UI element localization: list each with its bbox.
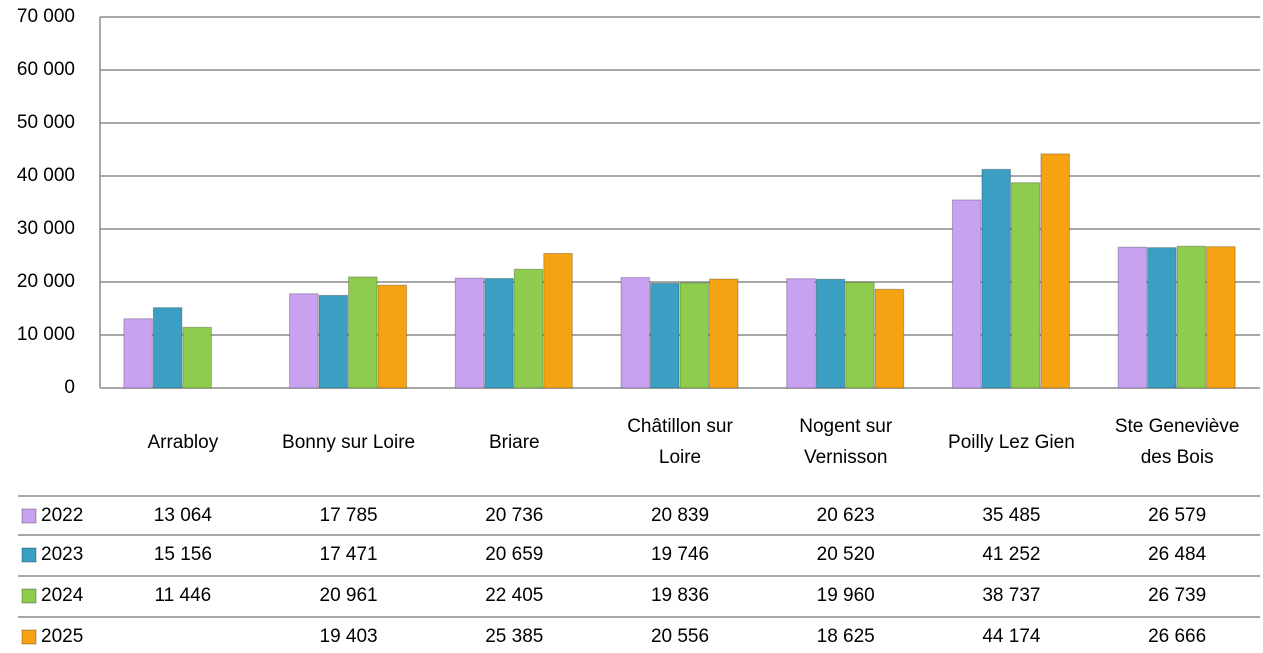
- bar: [815, 278, 846, 389]
- table-value: 19 403: [320, 626, 378, 647]
- y-tick-label: 10 000: [17, 324, 75, 345]
- table-value: 20 556: [651, 626, 709, 647]
- legend-label: 2022: [41, 505, 83, 526]
- legend-label: 2024: [41, 585, 84, 606]
- bar: [981, 168, 1011, 389]
- table-value: 17 785: [320, 505, 378, 526]
- bar: [951, 199, 982, 389]
- table-value: 11 446: [155, 585, 212, 606]
- bar: [1147, 247, 1177, 389]
- table-value: 20 961: [320, 585, 378, 606]
- bar: [1206, 246, 1236, 389]
- bar: [123, 318, 153, 389]
- table-value: 19 746: [651, 544, 709, 565]
- table-value: 20 659: [485, 544, 543, 565]
- bar: [1040, 153, 1070, 389]
- legend-key: [21, 588, 37, 604]
- table-value: 15 156: [154, 544, 212, 565]
- table-value: 44 174: [982, 626, 1041, 647]
- table-value: 26 666: [1148, 626, 1206, 647]
- bar: [709, 278, 739, 389]
- table-value: 17 471: [320, 544, 378, 565]
- legend-key: [21, 508, 37, 524]
- bar: [1010, 182, 1041, 389]
- table-value: 20 623: [817, 505, 875, 526]
- y-tick-label: 30 000: [17, 218, 75, 239]
- table-value: 20 839: [651, 505, 709, 526]
- table-value: 26 579: [1148, 505, 1206, 526]
- bar: [786, 278, 816, 389]
- y-tick-label: 0: [64, 377, 75, 398]
- y-tick-label: 40 000: [17, 165, 75, 186]
- x-tick-label: Briare: [488, 431, 540, 453]
- x-tick-label: Arrabloy: [147, 431, 219, 453]
- bar: [513, 268, 544, 389]
- y-tick-label: 50 000: [17, 112, 75, 133]
- bar: [543, 252, 573, 389]
- bar: [289, 293, 319, 389]
- x-tick-label: Châtillon sur Loire: [627, 416, 733, 468]
- x-tick-label: Ste Geneviève des Bois: [1114, 416, 1240, 468]
- table-value: 35 485: [982, 505, 1040, 526]
- table-value: 38 737: [982, 585, 1040, 606]
- table-value: 20 736: [485, 505, 543, 526]
- bar: [1117, 246, 1148, 389]
- y-tick-label: 70 000: [17, 6, 75, 27]
- bar: [650, 282, 680, 389]
- table-value: 19 836: [651, 585, 709, 606]
- x-tick-label: Nogent sur Vernisson: [799, 416, 893, 468]
- bar: [620, 277, 650, 389]
- legend-label: 2025: [41, 626, 83, 647]
- bar: [454, 277, 485, 389]
- x-tick-label: Poilly Lez Gien: [948, 431, 1075, 453]
- bar: [874, 288, 905, 389]
- bar: [318, 294, 349, 389]
- table-value: 13 064: [154, 505, 213, 526]
- legend-key: [21, 629, 37, 645]
- legend-label: 2023: [41, 544, 83, 565]
- table-value: 26 484: [1148, 544, 1207, 565]
- table-value: 19 960: [817, 585, 875, 606]
- table-value: 20 520: [817, 544, 875, 565]
- bar: [348, 276, 378, 389]
- bar: [152, 307, 183, 389]
- table-value: 41 252: [982, 544, 1040, 565]
- bar: [182, 326, 212, 389]
- bar: [484, 278, 514, 389]
- legend-key: [21, 547, 37, 563]
- table-value: 25 385: [485, 626, 543, 647]
- bar: [845, 281, 875, 389]
- bar: [1176, 245, 1207, 389]
- y-tick-label: 20 000: [17, 271, 75, 292]
- table-value: 18 625: [817, 626, 875, 647]
- table-value: 22 405: [485, 585, 543, 606]
- table-value: 26 739: [1148, 585, 1206, 606]
- bar: [377, 284, 408, 389]
- x-tick-label: Bonny sur Loire: [282, 431, 416, 453]
- bar: [679, 282, 709, 389]
- y-tick-label: 60 000: [17, 59, 75, 80]
